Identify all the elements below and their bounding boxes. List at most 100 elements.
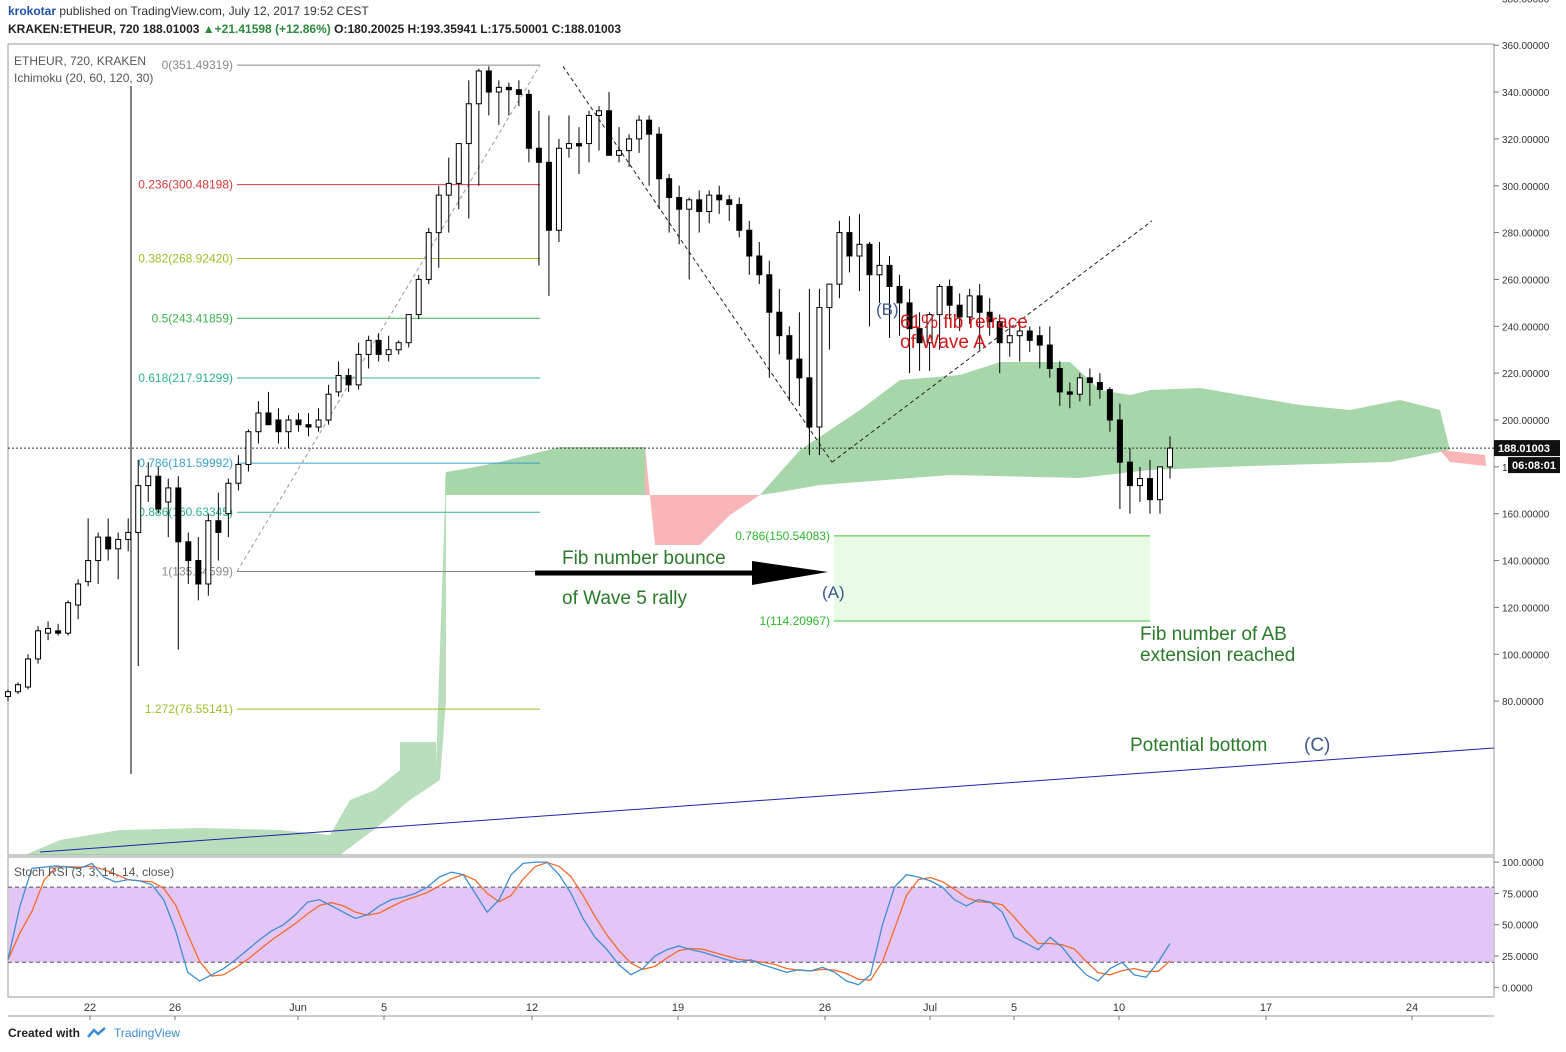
time-tick-label: 10 (1113, 1002, 1125, 1014)
stoch-tick-label: 100.0000 (1502, 858, 1544, 869)
candle-body (415, 278, 422, 316)
fib-extension-zone (834, 535, 1150, 621)
symbol-label: KRAKEN:ETHEUR, 720 (8, 22, 140, 36)
candle-body (545, 161, 552, 231)
wave-c-label: (C) (1304, 735, 1330, 756)
candle-body (776, 311, 783, 337)
publish-text: published on TradingView.com, July 12, 2… (59, 4, 369, 18)
candle-body (816, 307, 823, 428)
candle-body (165, 487, 172, 503)
candle-body (896, 285, 903, 304)
candle-body (956, 304, 963, 318)
candle-body (916, 328, 923, 344)
candle-body (1126, 461, 1133, 487)
candle-body (1096, 382, 1103, 391)
candle-body (1167, 447, 1173, 468)
candle-body (1106, 389, 1113, 421)
candle-body (1156, 466, 1163, 501)
candle-body (1086, 377, 1093, 384)
candle-body (626, 138, 633, 152)
extension-level-label: 0.786(150.54083) (735, 529, 830, 543)
candle-body (906, 302, 913, 330)
candle-body (686, 199, 693, 210)
candle-body (25, 658, 32, 688)
candle-body (205, 520, 212, 585)
time-tick-label: 24 (1406, 1002, 1418, 1014)
price-tick-label: 120.00000 (1502, 603, 1550, 614)
ichimoku-cloud-green-2 (760, 362, 1450, 495)
candle-body (115, 538, 122, 550)
change-value: +21.41598 (+12.86%) (214, 22, 331, 36)
time-tick-label: 22 (84, 1002, 96, 1014)
tradingview-logo-icon (87, 1027, 106, 1038)
candle-body (1066, 391, 1073, 395)
ichimoku-cloud-red-1 (645, 447, 760, 545)
candle-body (15, 684, 22, 693)
candle-body (616, 150, 623, 156)
time-tick-label: Jul (923, 1002, 937, 1014)
candle-body (766, 274, 773, 313)
candle-body (846, 232, 853, 257)
candle-body (5, 691, 11, 697)
ab-note-2: extension reached (1140, 645, 1295, 666)
publish-info: krokotar published on TradingView.com, J… (8, 4, 369, 18)
time-tick-label: 17 (1260, 1002, 1272, 1014)
fib-level-label: 0.382(268.92420) (138, 252, 233, 266)
candle-body (756, 255, 763, 276)
candle-body (515, 89, 522, 95)
candle-body (95, 536, 102, 562)
stoch-band-fill (9, 887, 1493, 963)
price-tick-label: 340.00000 (1502, 88, 1550, 99)
candle-body (806, 377, 813, 428)
price-tick-label: 380.00000 (1502, 0, 1550, 5)
candle-body (786, 335, 793, 360)
price-tick-label: 240.00000 (1502, 322, 1550, 333)
candle-body (305, 424, 312, 428)
price-tick-label: 320.00000 (1502, 135, 1550, 146)
current-price-badge (1494, 440, 1560, 457)
bottom-note: Potential bottom (1130, 735, 1267, 756)
retrace-note-2: of Wave A (900, 332, 986, 353)
footer: Created with TradingView (8, 1026, 180, 1040)
candle-body (135, 485, 142, 533)
candle-body (726, 199, 733, 205)
candle-body (575, 143, 582, 147)
price-tick-label: 100.00000 (1502, 650, 1550, 661)
fib-level-label: 0(351.49319) (162, 58, 233, 72)
author-name[interactable]: krokotar (8, 4, 57, 18)
candle-body (195, 560, 202, 585)
candle-body (1136, 478, 1143, 487)
ichimoku-cloud-green-1 (446, 447, 645, 495)
candle-body (746, 229, 753, 257)
price-tick-label: 260.00000 (1502, 275, 1550, 286)
tradingview-brand[interactable]: TradingView (114, 1026, 181, 1040)
wave-a-label: (A) (822, 583, 845, 602)
candle-body (35, 630, 42, 660)
candle-body (125, 531, 132, 540)
price-tick-label: 280.00000 (1502, 229, 1550, 240)
candle-body (375, 339, 382, 355)
stoch-tick-label: 0.0000 (1502, 983, 1533, 994)
candle-body (65, 602, 72, 634)
candle-body (225, 482, 232, 515)
candle-body (826, 283, 833, 309)
candle-body (495, 86, 502, 93)
fib-level-label: 0.886(160.63345) (138, 505, 233, 519)
countdown-badge (1508, 457, 1560, 474)
time-tick-label: Jun (289, 1002, 307, 1014)
candle-body (175, 487, 182, 543)
candle-body (666, 178, 673, 198)
candle-body (355, 353, 362, 386)
symbol-info: KRAKEN:ETHEUR, 720 188.01003 ▲+21.41598 … (8, 22, 621, 36)
candle-body (796, 358, 803, 379)
candle-body (455, 143, 462, 184)
fib-trend-diagonal (236, 64, 541, 572)
wave-a-dashed-line (562, 66, 833, 463)
candle-body (696, 199, 703, 213)
candle-body (656, 133, 663, 180)
candle-body (876, 264, 883, 276)
extension-level-label: 1(114.20967) (760, 614, 831, 628)
countdown-text: 06:08:01 (1512, 460, 1556, 472)
candle-body (606, 110, 613, 156)
